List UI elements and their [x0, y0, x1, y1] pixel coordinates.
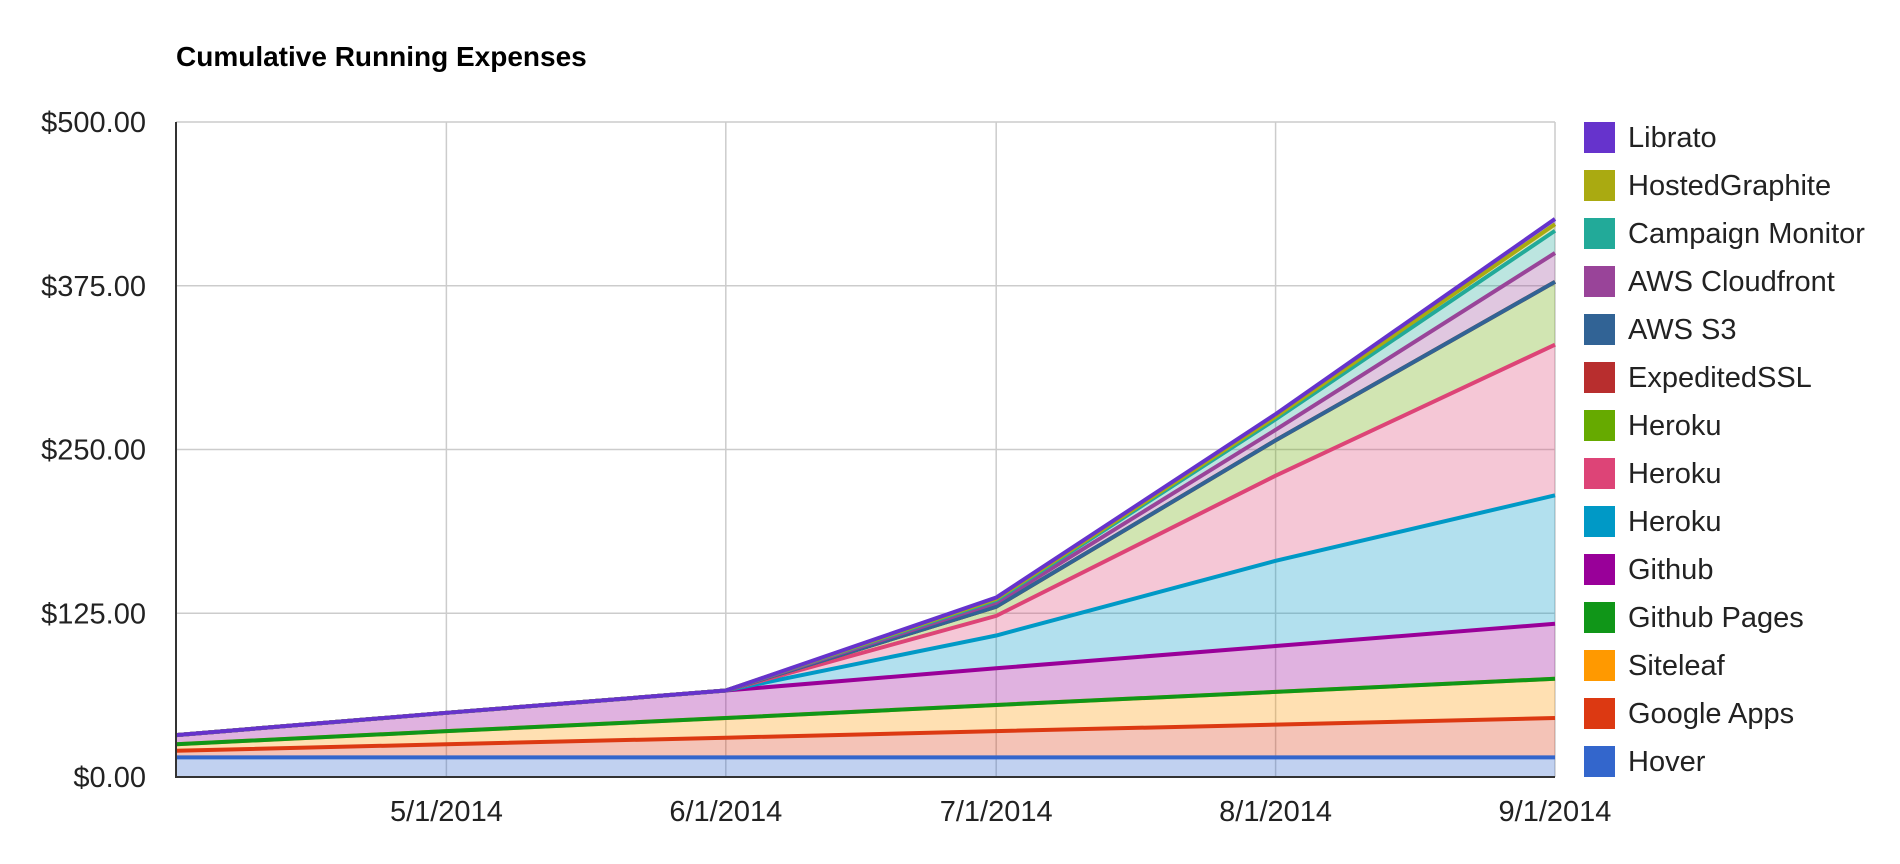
legend-swatch	[1584, 170, 1615, 201]
legend-swatch	[1584, 266, 1615, 297]
legend-swatch	[1584, 458, 1615, 489]
legend-item: Librato	[1584, 122, 1717, 154]
y-tick-label: $0.00	[73, 762, 146, 794]
legend-swatch	[1584, 602, 1615, 633]
line-layer	[175, 217, 1557, 760]
area-heroku	[176, 344, 1555, 736]
y-tick-label: $250.00	[41, 435, 146, 467]
legend-label: HostedGraphite	[1628, 170, 1831, 202]
x-axis-ticks: 5/1/2014 6/1/2014 7/1/2014 8/1/2014 9/1/2014	[390, 796, 1611, 828]
legend-label: Github	[1628, 554, 1713, 586]
legend-label: Hover	[1628, 746, 1706, 778]
legend-item: Heroku	[1584, 410, 1722, 442]
legend-swatch	[1584, 314, 1615, 345]
x-tick-label: 8/1/2014	[1219, 796, 1332, 828]
x-tick-label: 6/1/2014	[669, 796, 782, 828]
legend-item: AWS Cloudfront	[1584, 266, 1835, 298]
legend-label: Google Apps	[1628, 698, 1794, 730]
area-hover	[176, 757, 1555, 777]
legend-label: AWS S3	[1628, 314, 1737, 346]
grid-layer	[176, 121, 1556, 777]
legend-label: Campaign Monitor	[1628, 218, 1865, 250]
line-github-pages	[175, 676, 1556, 747]
legend-label: Siteleaf	[1628, 650, 1726, 682]
legend-item: HostedGraphite	[1584, 170, 1831, 202]
legend-swatch	[1584, 218, 1615, 249]
y-tick-label: $375.00	[41, 271, 146, 303]
legend-label: ExpeditedSSL	[1628, 362, 1812, 394]
legend-swatch	[1584, 650, 1615, 681]
legend: Librato HostedGraphite Campaign Monitor AWS…	[1584, 122, 1865, 778]
x-tick-label: 9/1/2014	[1499, 796, 1612, 828]
y-axis-ticks: $0.00 $125.00 $250.00 $375.00 $500.00	[41, 107, 146, 794]
legend-item: AWS S3	[1584, 314, 1737, 346]
legend-item: Campaign Monitor	[1584, 218, 1865, 250]
area-github	[176, 623, 1555, 745]
legend-swatch	[1584, 554, 1615, 585]
legend-label: AWS Cloudfront	[1628, 266, 1835, 298]
legend-item: Github	[1584, 554, 1713, 586]
line-google-apps	[175, 716, 1556, 753]
chart-title: Cumulative Running Expenses	[176, 41, 587, 72]
legend-swatch	[1584, 362, 1615, 393]
legend-item: Github Pages	[1584, 602, 1804, 634]
legend-swatch	[1584, 698, 1615, 729]
line-librato	[175, 217, 1557, 738]
legend-label: Heroku	[1628, 410, 1722, 442]
area-heroku	[176, 495, 1555, 736]
legend-label: Github Pages	[1628, 602, 1804, 634]
legend-swatch	[1584, 506, 1615, 537]
legend-item: Siteleaf	[1584, 650, 1726, 682]
area-layer	[176, 218, 1555, 777]
legend-swatch	[1584, 746, 1615, 777]
legend-label: Heroku	[1628, 506, 1722, 538]
y-tick-label: $125.00	[41, 598, 146, 630]
legend-item: Google Apps	[1584, 698, 1794, 730]
legend-item: ExpeditedSSL	[1584, 362, 1812, 394]
axis-layer	[175, 122, 1555, 778]
legend-label: Heroku	[1628, 458, 1722, 490]
legend-item: Heroku	[1584, 506, 1722, 538]
legend-item: Hover	[1584, 746, 1706, 778]
x-tick-label: 7/1/2014	[940, 796, 1053, 828]
legend-swatch	[1584, 122, 1615, 153]
x-tick-label: 5/1/2014	[390, 796, 503, 828]
legend-swatch	[1584, 410, 1615, 441]
legend-label: Librato	[1628, 122, 1717, 154]
legend-item: Heroku	[1584, 458, 1722, 490]
y-tick-label: $500.00	[41, 107, 146, 139]
